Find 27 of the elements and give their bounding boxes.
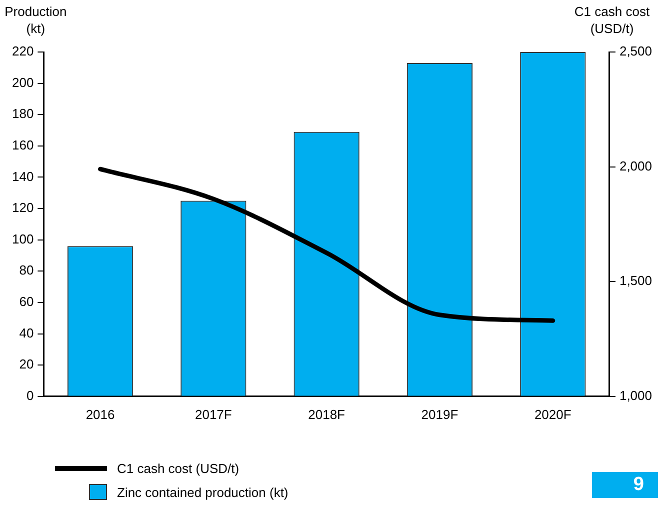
y-tick-label: 40 [19,325,34,340]
text: 9 [592,472,658,498]
y-tick-label: 100 [12,231,34,246]
x-tick-label: 2018F [308,406,346,422]
y-tick-label: 140 [12,168,34,184]
x-tick-label: 2017F [194,406,232,422]
legend-label: Zinc contained production (kt) [117,484,288,500]
y-tick-label: 180 [12,106,34,122]
y-tick-label: 220 [12,44,34,59]
x-tick-label: 2020F [534,406,572,422]
y-tick-label: 0 [26,388,34,403]
y2-tick-label: 1,500 [619,273,652,288]
y-tick-label: 60 [19,294,34,310]
legend-label: C1 cash cost (USD/t) [117,460,240,476]
y2-tick-label: 2,000 [619,158,652,174]
line-series [98,166,556,323]
y2-tick-label: 1,000 [619,388,652,403]
y2-axis-title: C1 cash cost (USD/t) [574,4,650,36]
y-tick-label: 120 [12,200,34,216]
y2-tick-label: 2,500 [619,44,652,59]
y-tick-label: 20 [19,356,34,372]
y-tick-label: 160 [12,138,34,153]
x-tick-label: 2016 [86,406,115,422]
x-tick-label: 2019F [421,406,458,422]
y-tick-label: 80 [19,262,34,278]
y-tick-label: 200 [12,74,34,90]
y-axis-title: Production (kt) [4,4,67,36]
